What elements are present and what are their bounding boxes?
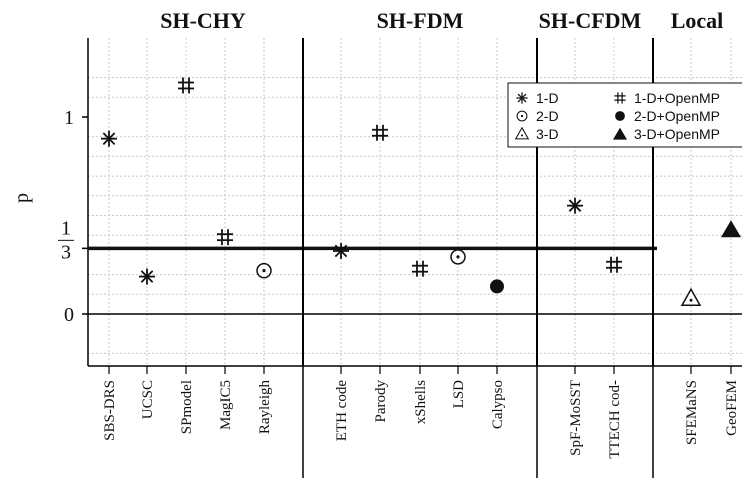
data-point bbox=[680, 287, 702, 306]
legend-label: 2-D+OpenMP bbox=[634, 108, 720, 124]
marker-dot bbox=[456, 255, 460, 259]
marker-dot bbox=[689, 298, 693, 302]
x-tick-label: Parody bbox=[373, 380, 389, 423]
legend-item: 1-D+OpenMP bbox=[614, 90, 720, 106]
data-point bbox=[721, 220, 741, 238]
x-tick-label: SPmodel bbox=[179, 380, 195, 434]
data-point bbox=[101, 130, 117, 147]
legend-item: 2-D+OpenMP bbox=[615, 108, 720, 124]
y-axis-label: p bbox=[11, 193, 33, 203]
marker-stroke bbox=[568, 199, 582, 212]
data-point bbox=[217, 229, 233, 246]
data-points bbox=[101, 77, 741, 306]
group-label: SH-CHY bbox=[160, 8, 246, 33]
data-point bbox=[606, 256, 622, 273]
data-point bbox=[178, 77, 194, 94]
marker-fill bbox=[615, 111, 625, 121]
axes bbox=[82, 38, 742, 374]
x-tick-label: SFEMaNS bbox=[684, 380, 700, 445]
y-tick-label-denominator: 3 bbox=[61, 241, 71, 263]
x-tick-label: LSD bbox=[451, 380, 467, 409]
legend-label: 2-D bbox=[536, 108, 559, 124]
marker-stroke bbox=[102, 132, 116, 145]
x-tick-label: MagIC5 bbox=[218, 380, 234, 430]
x-tick-label: SpF-MoSST bbox=[568, 380, 584, 456]
marker-dot bbox=[262, 269, 266, 273]
x-tick-label: SBS-DRS bbox=[102, 380, 118, 441]
group-label: SH-FDM bbox=[377, 8, 464, 33]
marker-dot bbox=[520, 114, 524, 118]
legend-item: 2-D bbox=[516, 108, 559, 124]
data-point bbox=[372, 124, 388, 141]
legend-marker bbox=[514, 126, 530, 140]
y-tick-label: 0 bbox=[64, 304, 74, 326]
legend-marker bbox=[516, 92, 528, 104]
data-point bbox=[256, 262, 272, 279]
marker-stroke bbox=[334, 244, 348, 258]
marker-fill bbox=[490, 279, 504, 294]
marker-stroke bbox=[140, 270, 154, 283]
marker-fill bbox=[721, 220, 741, 238]
x-tick-label: ETH code bbox=[334, 380, 350, 442]
legend-item: 3-D+OpenMP bbox=[613, 126, 720, 142]
marker-outline bbox=[680, 287, 702, 306]
marker-fill bbox=[613, 127, 627, 140]
x-tick-label: xShells bbox=[413, 380, 429, 424]
marker-dot bbox=[520, 134, 524, 137]
x-tick-label: UCSC bbox=[140, 380, 156, 419]
legend-item: 3-D bbox=[514, 126, 559, 142]
data-point bbox=[450, 249, 466, 265]
data-point bbox=[412, 260, 428, 277]
legend-marker bbox=[613, 127, 627, 140]
legend: 1-D 1-D+OpenMP 2-D 2-D+OpenMP 3-D 3-D+OpenMP bbox=[507, 82, 742, 148]
data-point bbox=[490, 279, 504, 294]
marker-outline bbox=[514, 126, 530, 140]
data-point bbox=[567, 197, 583, 214]
group-label: Local bbox=[671, 8, 724, 33]
group-labels: SH-CHY SH-FDM SH-CFDM Local bbox=[160, 8, 723, 33]
y-tick-label: 1 bbox=[64, 107, 74, 129]
legend-label: 1-D bbox=[536, 90, 559, 106]
x-tick-label: TTECH cod- bbox=[607, 380, 623, 459]
legend-marker bbox=[614, 92, 626, 104]
x-tick-label: Calypso bbox=[490, 380, 506, 429]
legend-label: 1-D+OpenMP bbox=[634, 90, 720, 106]
x-tick-label: GeoFEM bbox=[724, 380, 740, 436]
data-point bbox=[333, 242, 349, 259]
x-tick-labels: SBS-DRS UCSC SPmodel MagIC5 Rayleigh ETH code… bbox=[102, 380, 740, 459]
y-tick-label-numerator: 1 bbox=[61, 217, 71, 239]
grid bbox=[88, 38, 742, 366]
legend-marker bbox=[516, 110, 528, 122]
x-tick-label: Rayleigh bbox=[257, 380, 273, 435]
group-label: SH-CFDM bbox=[539, 8, 642, 33]
legend-item: 1-D bbox=[516, 90, 559, 106]
legend-marker bbox=[615, 111, 625, 121]
data-point bbox=[139, 268, 155, 285]
legend-label: 3-D bbox=[536, 126, 559, 142]
legend-label: 3-D+OpenMP bbox=[634, 126, 720, 142]
marker-stroke bbox=[517, 93, 527, 103]
